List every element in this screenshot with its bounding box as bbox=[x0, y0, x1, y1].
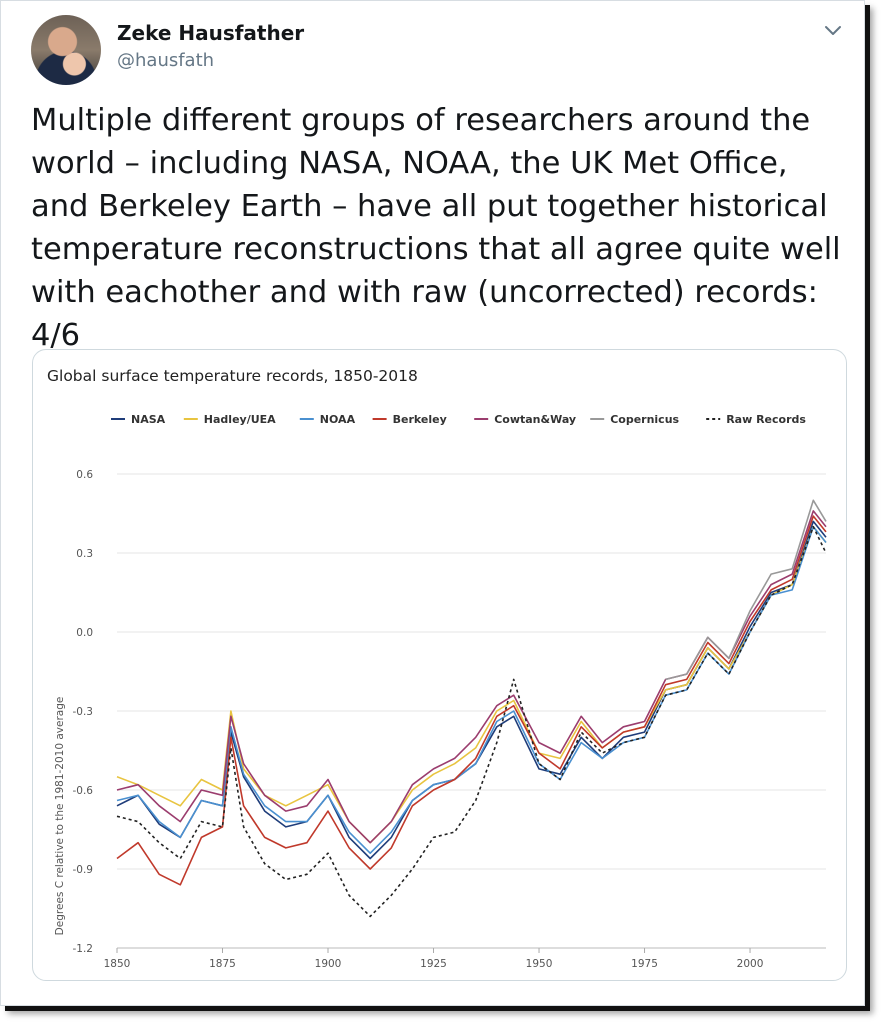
avatar[interactable] bbox=[31, 15, 101, 85]
tweet-text: Multiple different groups of researchers… bbox=[31, 103, 841, 353]
series-line-berkeley bbox=[116, 515, 827, 886]
legend-label: Berkeley bbox=[393, 413, 447, 426]
series-line-copernicus bbox=[665, 499, 827, 681]
series-line-cowtan-way bbox=[116, 510, 827, 844]
legend-label: Cowtan&Way bbox=[494, 413, 576, 426]
chart-card[interactable]: Global surface temperature records, 1850… bbox=[32, 349, 847, 981]
tweet-card: Zeke Hausfather @hausfath Multiple diffe… bbox=[0, 0, 865, 1006]
y-tick-label: -0.9 bbox=[73, 864, 94, 876]
legend-label: Copernicus bbox=[610, 413, 679, 426]
legend-label: Hadley/UEA bbox=[204, 413, 276, 426]
author-handle[interactable]: @hausfath bbox=[117, 50, 215, 71]
legend-label: NOAA bbox=[320, 413, 356, 426]
x-tick-label: 1900 bbox=[315, 958, 342, 970]
x-tick-label: 1950 bbox=[526, 958, 553, 970]
chevron-down-icon[interactable] bbox=[821, 21, 845, 41]
y-tick-label: 0.0 bbox=[76, 627, 93, 639]
legend-item: Raw Records bbox=[706, 413, 806, 426]
legend-item: Berkeley bbox=[372, 413, 447, 426]
y-tick-label: 0.6 bbox=[76, 469, 93, 481]
y-tick-label: 0.3 bbox=[76, 548, 93, 560]
legend-item: NASA bbox=[111, 413, 166, 426]
x-axis-ticks: 1850 1875 1900 1925 1950 1975 2000 bbox=[104, 947, 826, 970]
y-tick-label: -1.2 bbox=[73, 943, 94, 955]
temperature-chart: Global surface temperature records, 1850… bbox=[47, 367, 827, 970]
legend-item: Hadley/UEA bbox=[183, 413, 276, 426]
y-tick-label: -0.3 bbox=[73, 706, 94, 718]
y-axis-ticks: -1.2 -0.9 -0.6 -0.3 0.0 0.3 0.6 bbox=[73, 469, 94, 955]
x-tick-label: 1875 bbox=[209, 958, 236, 970]
chart-grid bbox=[117, 473, 826, 949]
y-tick-label: -0.6 bbox=[73, 785, 94, 797]
legend-item: Cowtan&Way bbox=[474, 413, 576, 426]
chart-series bbox=[116, 499, 827, 918]
legend-item: Copernicus bbox=[590, 413, 680, 426]
y-axis-label: Degrees C relative to the 1981-2010 aver… bbox=[54, 697, 66, 936]
chart-legend: NASA Hadley/UEA NOAA Berkeley Cowtan&Way Cope… bbox=[111, 413, 806, 426]
series-line-nasa bbox=[116, 520, 827, 860]
x-tick-label: 1925 bbox=[420, 958, 447, 970]
legend-item: NOAA bbox=[299, 413, 356, 426]
legend-label: Raw Records bbox=[726, 413, 806, 426]
series-line-raw-records bbox=[116, 525, 827, 918]
legend-label: NASA bbox=[131, 413, 166, 426]
series-line-noaa bbox=[116, 525, 827, 854]
x-tick-label: 2000 bbox=[737, 958, 764, 970]
author-name[interactable]: Zeke Hausfather bbox=[117, 21, 305, 45]
chart-title: Global surface temperature records, 1850… bbox=[47, 367, 418, 385]
x-tick-label: 1975 bbox=[631, 958, 658, 970]
x-tick-label: 1850 bbox=[104, 958, 131, 970]
